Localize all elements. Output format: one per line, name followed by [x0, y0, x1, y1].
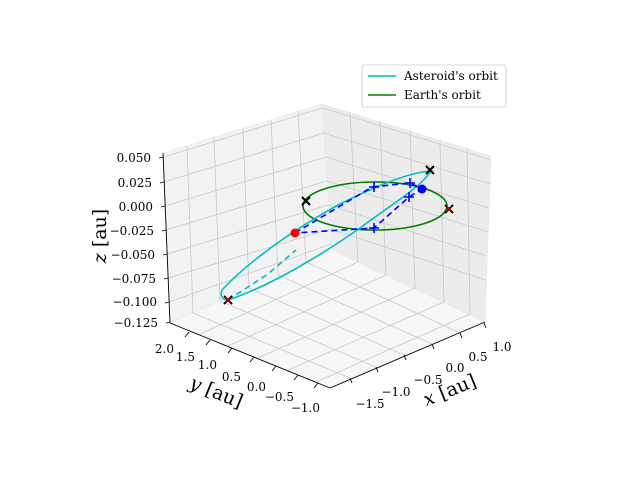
black-x-marker: [301, 196, 311, 206]
y-tick-label: 1.5: [176, 350, 195, 364]
z-axis-unit: [au]: [89, 209, 111, 247]
y-tick-label: 0.0: [247, 380, 266, 394]
red-x-markers: [224, 205, 453, 304]
grid-lines: [163, 107, 492, 383]
legend-box: [361, 64, 507, 108]
blue-plus-marker: [369, 182, 379, 192]
x-tick-labels: −1.5 −1.0 −0.5 0.0 0.5 1.0: [355, 340, 511, 411]
red-x-marker: [224, 296, 232, 304]
z-axis-var: z: [89, 252, 111, 264]
z-tick-labels: 0.050 0.025 0.000 −0.025 −0.050 −0.075 −…: [110, 151, 158, 330]
y-tick-label: −1.0: [291, 401, 320, 415]
blue-plus-marker: [405, 178, 415, 188]
legend-label-asteroid: Asteroid's orbit: [403, 69, 498, 83]
y-axis-var: y: [186, 372, 205, 397]
blue-plus-marker: [404, 192, 414, 202]
x-axis-line: [329, 321, 486, 389]
x-axis-var: x: [420, 386, 438, 411]
asteroid-orbit-line: [220, 170, 433, 301]
y-tick-labels: 2.0 1.5 1.0 0.5 0.0 −0.5 −1.0: [155, 342, 320, 415]
z-tick-label: −0.050: [111, 248, 155, 262]
legend-label-earth: Earth's orbit: [404, 88, 481, 102]
asteroid-orbit-dashed: [227, 249, 297, 301]
x-tick-label: 0.5: [468, 350, 487, 364]
y-tick-label: −0.5: [265, 390, 294, 404]
x-tick-label: −1.5: [355, 397, 384, 411]
red-x-marker: [445, 205, 453, 213]
z-tick-label: 0.000: [119, 200, 153, 214]
z-tick-label: −0.125: [114, 316, 158, 330]
x-tick-label: −1.0: [381, 385, 410, 399]
x-tick-label: 1.0: [492, 340, 511, 354]
z-tick-label: −0.100: [113, 295, 157, 309]
x-tick-label: −0.5: [413, 373, 442, 387]
red-dot-marker: [290, 228, 300, 238]
y-tick-label: 0.5: [222, 370, 241, 384]
black-x-marker: [425, 165, 435, 175]
y-tick-label: 1.0: [198, 358, 217, 372]
blue-plus-markers: [369, 178, 415, 233]
x-tick-label: 0.0: [445, 361, 464, 375]
blue-plus-marker: [369, 223, 379, 233]
z-tick-label: 0.025: [118, 176, 152, 190]
z-axis-label: z [au]: [89, 209, 111, 264]
y-tick-label: 2.0: [155, 342, 174, 356]
z-tick-label: −0.025: [110, 224, 154, 238]
legend: Asteroid's orbit Earth's orbit: [361, 64, 507, 108]
z-tick-label: 0.050: [117, 151, 151, 165]
z-tick-label: −0.075: [112, 272, 156, 286]
tick-marks: [158, 156, 487, 389]
y-axis-line: [169, 322, 331, 389]
z-axis-line: [162, 152, 171, 324]
blue-dot-marker: [417, 184, 427, 194]
